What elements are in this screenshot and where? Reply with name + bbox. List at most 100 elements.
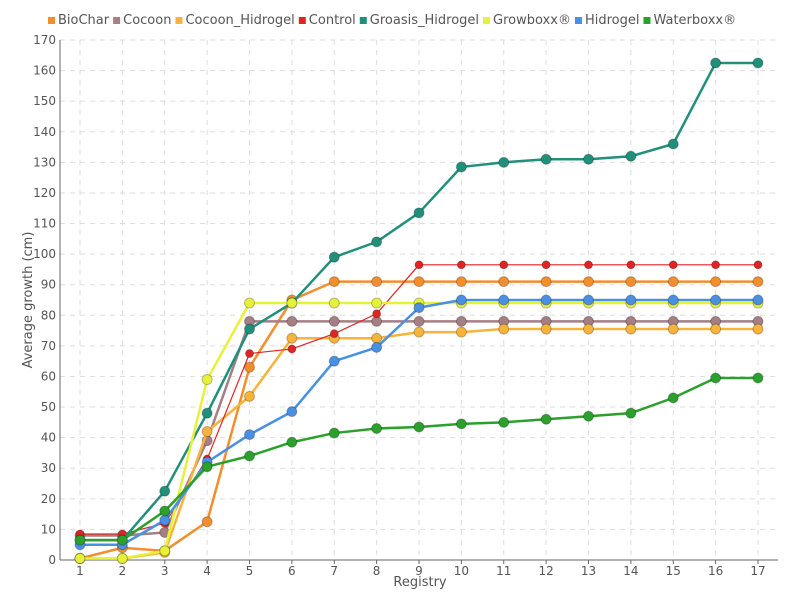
data-point: [456, 260, 466, 270]
y-tick-label: 10: [41, 522, 56, 536]
legend-item[interactable]: Control: [298, 13, 356, 28]
legend-label: Cocoon_Hidrogel: [185, 13, 294, 28]
data-point: [201, 374, 213, 386]
data-point: [710, 323, 722, 335]
data-point: [498, 276, 510, 288]
x-tick-label: 12: [538, 564, 553, 578]
data-point: [668, 260, 678, 270]
data-point: [286, 436, 298, 448]
series-lines: [74, 57, 764, 564]
data-point: [371, 422, 383, 434]
data-point: [625, 276, 637, 288]
y-tick-label: 120: [33, 186, 56, 200]
data-point: [752, 276, 764, 288]
data-point: [244, 429, 255, 441]
data-point: [371, 276, 383, 288]
y-tick-label: 70: [41, 339, 56, 353]
data-point: [455, 315, 467, 327]
data-point: [328, 315, 340, 327]
data-point: [752, 323, 764, 335]
data-point: [498, 416, 510, 428]
legend[interactable]: BioChar Cocoon Cocoon_Hidrogel Control Groas…: [48, 13, 736, 28]
y-tick-labels: 0 10 20 30 40 50 60 70 80 90 100 110 120 130 140 150 160…: [33, 33, 56, 567]
data-point: [159, 545, 171, 557]
data-point: [201, 407, 213, 419]
legend-swatch: [359, 17, 367, 24]
data-point: [583, 153, 594, 165]
data-point: [455, 294, 467, 306]
legend-swatch: [574, 17, 582, 24]
x-tick-label: 3: [161, 564, 169, 578]
data-point: [667, 276, 679, 288]
data-point: [455, 276, 467, 288]
data-point: [201, 461, 213, 473]
data-point: [583, 323, 594, 335]
data-point: [201, 516, 213, 528]
data-point: [286, 406, 298, 418]
data-point: [711, 260, 721, 270]
data-point: [583, 294, 594, 306]
y-tick-label: 110: [33, 217, 56, 231]
x-tick-label: 13: [581, 564, 596, 578]
data-point: [74, 552, 86, 564]
data-point: [667, 392, 679, 404]
data-point: [286, 332, 298, 344]
data-point: [498, 323, 510, 335]
data-point: [116, 552, 128, 564]
data-point: [413, 207, 425, 219]
y-axis-label: Average growth (cm): [21, 232, 36, 369]
data-point: [286, 297, 298, 309]
data-point: [159, 485, 171, 497]
legend-label: Cocoon: [123, 13, 171, 28]
data-point: [371, 236, 383, 248]
legend-item[interactable]: BioChar: [48, 13, 110, 28]
legend-swatch: [175, 17, 183, 24]
legend-label: Groasis_Hidrogel: [370, 13, 479, 28]
legend-label: Waterboxx®: [653, 13, 736, 28]
data-point: [710, 294, 722, 306]
data-point: [540, 323, 552, 335]
legend-label: BioChar: [58, 13, 110, 28]
legend-item[interactable]: Cocoon: [113, 13, 171, 28]
data-point: [328, 427, 340, 439]
data-point: [752, 372, 764, 384]
x-tick-label: 1: [76, 564, 84, 578]
data-point: [372, 309, 382, 319]
legend-item[interactable]: Waterboxx®: [643, 13, 736, 28]
y-tick-label: 30: [41, 461, 56, 475]
data-point: [583, 410, 594, 422]
x-tick-label: 2: [119, 564, 127, 578]
data-point: [625, 407, 637, 419]
data-point: [667, 294, 679, 306]
legend-item[interactable]: Hidrogel: [574, 13, 640, 28]
x-tick-label: 17: [750, 564, 765, 578]
data-point: [667, 138, 679, 150]
series-7: [74, 372, 764, 546]
x-axis-label: Registry: [393, 575, 447, 590]
data-point: [286, 315, 298, 327]
data-point: [625, 150, 637, 162]
legend-swatch: [113, 17, 121, 24]
legend-swatch: [48, 17, 55, 24]
data-point: [625, 323, 637, 335]
data-point: [583, 276, 594, 288]
data-point: [455, 161, 467, 173]
data-point: [667, 323, 679, 335]
data-point: [328, 355, 340, 367]
data-point: [413, 276, 425, 288]
legend-item[interactable]: Groasis_Hidrogel: [359, 13, 479, 28]
legend-item[interactable]: Growboxx®: [483, 13, 571, 28]
data-point: [201, 426, 213, 438]
y-tick-label: 80: [41, 308, 56, 322]
data-point: [499, 260, 509, 270]
data-point: [498, 294, 510, 306]
data-point: [116, 534, 128, 546]
legend-item[interactable]: Cocoon_Hidrogel: [175, 13, 295, 28]
series-2: [74, 323, 764, 564]
data-point: [371, 332, 383, 344]
data-point: [328, 276, 340, 288]
data-point: [752, 57, 764, 69]
y-tick-label: 140: [33, 125, 56, 139]
data-point: [710, 57, 722, 69]
